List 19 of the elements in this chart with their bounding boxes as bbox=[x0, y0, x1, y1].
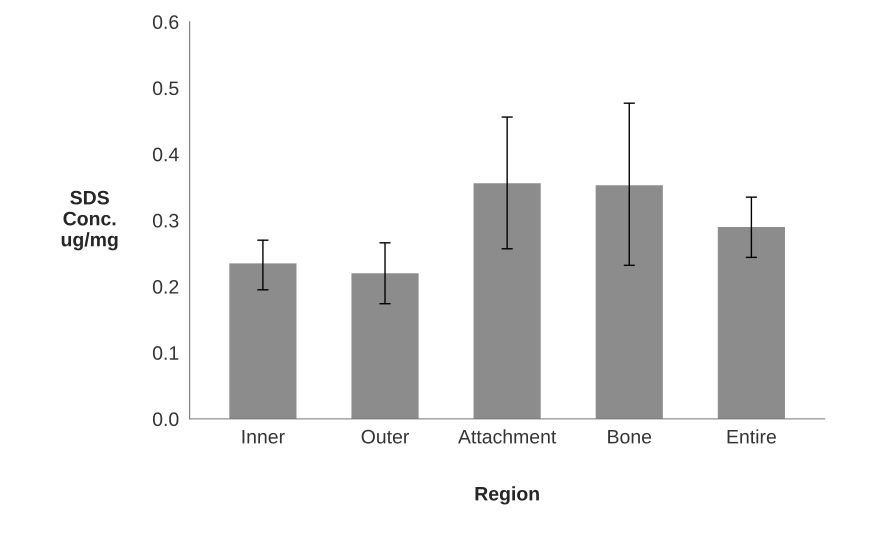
y-tick-label: 0.6 bbox=[152, 15, 178, 29]
bar bbox=[718, 226, 785, 419]
x-tick-label: Attachment bbox=[458, 429, 556, 444]
y-tick-label: 0.1 bbox=[152, 346, 178, 360]
y-tick-label: 0.5 bbox=[152, 81, 178, 96]
x-axis-title: Region bbox=[476, 486, 539, 505]
bar bbox=[596, 185, 663, 419]
x-tick-label: Bone bbox=[608, 430, 652, 444]
y-tick-label: 0.0 bbox=[152, 412, 178, 426]
bar bbox=[351, 273, 419, 419]
y-tick-label: 0.4 bbox=[152, 148, 179, 162]
x-tick-label: Outer bbox=[362, 430, 410, 444]
y-tick-label: 0.3 bbox=[152, 214, 178, 228]
x-tick-label: Entire bbox=[728, 429, 776, 444]
y-tick-label: 0.2 bbox=[152, 280, 178, 294]
y-axis-title: SDS Conc. ug/mg bbox=[62, 190, 118, 250]
x-tick-label: Inner bbox=[242, 430, 285, 444]
bar bbox=[229, 263, 296, 419]
bar bbox=[474, 183, 541, 419]
